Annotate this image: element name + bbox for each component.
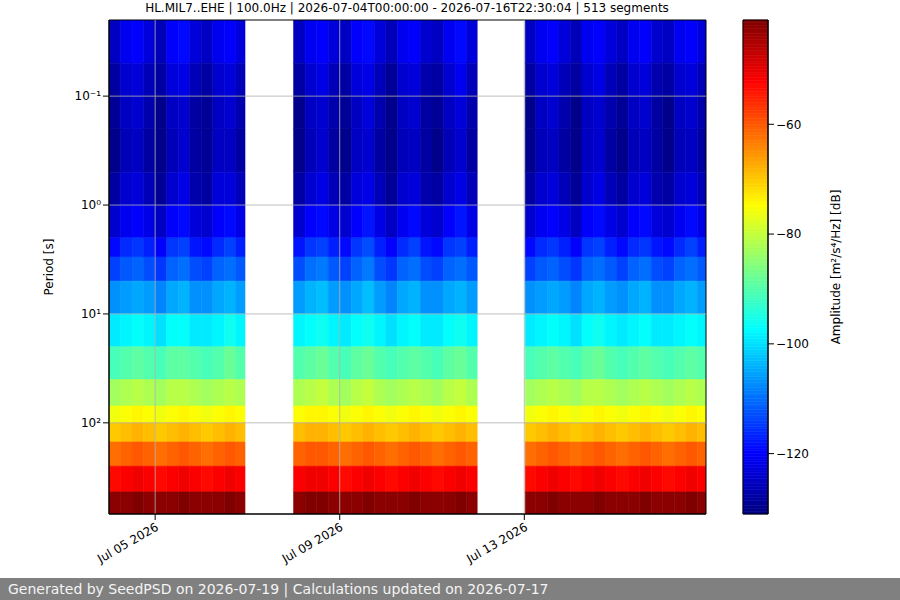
svg-text:10²: 10² — [81, 416, 101, 430]
svg-text:Jul 13 2026: Jul 13 2026 — [463, 520, 530, 567]
html-text:HL.MIL7..EHE | 100.0Hz | 2026-: HL.MIL7..EHE | 100.0Hz | 2026-07-04T00:0… — [145, 1, 669, 15]
svg-text:10¹: 10¹ — [81, 307, 101, 321]
svg-text:−100: −100 — [776, 337, 809, 351]
svg-text:Jul 05 2026: Jul 05 2026 — [94, 520, 161, 567]
svg-text:10⁰: 10⁰ — [81, 198, 101, 212]
svg-text:−80: −80 — [776, 227, 801, 241]
svg-text:−60: −60 — [776, 118, 801, 132]
svg-text:Jul 09 2026: Jul 09 2026 — [279, 520, 346, 567]
html-text:Generated by SeedPSD on 2026-0: Generated by SeedPSD on 2026-07-19 | Cal… — [8, 581, 549, 597]
svg-text:10⁻¹: 10⁻¹ — [75, 89, 102, 103]
svg-text:−120: −120 — [776, 447, 809, 461]
svg-text:Period [s]: Period [s] — [42, 239, 56, 296]
svg-text:Amplitude [m²/s⁴/Hz] [dB]: Amplitude [m²/s⁴/Hz] [dB] — [829, 190, 843, 345]
